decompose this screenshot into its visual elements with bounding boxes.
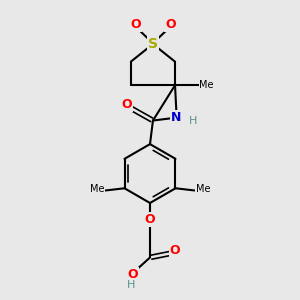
Text: Me: Me <box>199 80 214 90</box>
Text: S: S <box>148 37 158 51</box>
Text: H: H <box>127 280 136 290</box>
Text: O: O <box>170 244 180 257</box>
Text: O: O <box>165 18 176 32</box>
Text: Me: Me <box>196 184 210 194</box>
Text: N: N <box>171 111 182 124</box>
Text: O: O <box>130 18 141 32</box>
Text: O: O <box>121 98 132 111</box>
Text: Me: Me <box>90 184 104 194</box>
Text: O: O <box>127 268 138 281</box>
Text: O: O <box>145 213 155 226</box>
Text: H: H <box>188 116 197 126</box>
